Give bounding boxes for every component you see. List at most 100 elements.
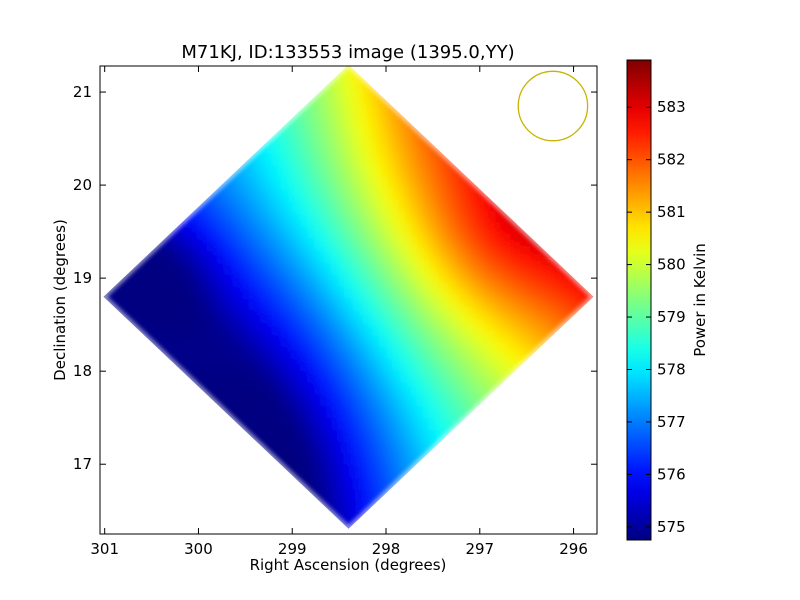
heatmap-cell xyxy=(275,80,289,94)
x-axis-label: Right Ascension (degrees) xyxy=(250,556,447,574)
heatmap-cell xyxy=(227,440,241,454)
heatmap-cell xyxy=(335,272,349,286)
heatmap-cell xyxy=(407,488,421,502)
heatmap-cell xyxy=(455,296,469,310)
heatmap-cell xyxy=(503,140,517,154)
heatmap-cell xyxy=(155,464,169,478)
heatmap-cell xyxy=(179,512,193,526)
heatmap-cell xyxy=(479,368,493,382)
heatmap-cell xyxy=(455,272,469,286)
heatmap-cell xyxy=(431,512,445,526)
heatmap-cell xyxy=(311,524,325,529)
heatmap-cell xyxy=(527,248,541,262)
heatmap-cell xyxy=(275,260,289,274)
heatmap-cell xyxy=(359,152,373,166)
heatmap-cell xyxy=(287,248,301,262)
heatmap-cell xyxy=(287,320,301,334)
heatmap-cell xyxy=(443,380,457,394)
heatmap-cell xyxy=(203,308,217,322)
heatmap-cell xyxy=(143,500,157,514)
heatmap-cell xyxy=(179,284,193,298)
heatmap-cell xyxy=(431,128,445,142)
heatmap-cell xyxy=(347,212,361,226)
heatmap-cell xyxy=(467,452,481,466)
heatmap-cell xyxy=(335,80,349,94)
heatmap-cell xyxy=(527,428,541,442)
heatmap-cell xyxy=(323,200,337,214)
heatmap-cell xyxy=(527,332,541,346)
heatmap-cell xyxy=(168,45,181,58)
heatmap-cell xyxy=(168,537,181,550)
heatmap-cell xyxy=(227,188,241,202)
heatmap-cell xyxy=(575,476,589,490)
heatmap-cell xyxy=(467,356,481,370)
heatmap-cell xyxy=(515,332,529,346)
heatmap-cell xyxy=(431,476,445,490)
heatmap-cell xyxy=(395,308,409,322)
heatmap-cell xyxy=(395,236,409,250)
heatmap-cell xyxy=(239,440,253,454)
heatmap-cell xyxy=(215,452,229,466)
heatmap-cell xyxy=(240,537,253,550)
heatmap-cell xyxy=(612,309,625,322)
heatmap-cell xyxy=(167,260,181,274)
heatmap-cell xyxy=(359,380,373,394)
heatmap-cell xyxy=(443,500,457,514)
heatmap-cell xyxy=(191,236,205,250)
heatmap-cell xyxy=(275,236,289,250)
heatmap-cell xyxy=(84,417,97,430)
heatmap-cell xyxy=(455,500,469,514)
heatmap-cell xyxy=(263,416,277,430)
heatmap-cell xyxy=(131,272,145,286)
heatmap-cell xyxy=(119,116,133,130)
heatmap-cell xyxy=(275,380,289,394)
heatmap-cell xyxy=(131,164,145,178)
heatmap-cell xyxy=(467,512,481,526)
heatmap-cell xyxy=(311,152,325,166)
heatmap-cell xyxy=(491,116,505,130)
heatmap-cell xyxy=(215,416,229,430)
heatmap-cell xyxy=(443,440,457,454)
heatmap-cell xyxy=(419,404,433,418)
heatmap-cell xyxy=(419,92,433,106)
heatmap-cell xyxy=(275,92,289,106)
heatmap-cell xyxy=(551,272,565,286)
heatmap-cell xyxy=(371,248,385,262)
heatmap-cell xyxy=(575,452,589,466)
heatmap-cell xyxy=(371,344,385,358)
heatmap-cell xyxy=(383,440,397,454)
heatmap-cell xyxy=(323,212,337,226)
heatmap-cell xyxy=(103,500,109,514)
heatmap-cell xyxy=(203,452,217,466)
heatmap-cell xyxy=(143,140,157,154)
heatmap-cell xyxy=(107,152,121,166)
heatmap-cell xyxy=(575,260,589,274)
y-axis-label: Declination (degrees) xyxy=(51,219,69,381)
heatmap-cell xyxy=(191,464,205,478)
heatmap-cell xyxy=(515,512,529,526)
heatmap-cell xyxy=(84,405,97,418)
heatmap-cell xyxy=(515,380,529,394)
heatmap-cell xyxy=(119,176,133,190)
heatmap-cell xyxy=(612,297,625,310)
heatmap-cell xyxy=(203,356,217,370)
heatmap-cell xyxy=(383,248,397,262)
heatmap-cell xyxy=(503,68,517,82)
heatmap-cell xyxy=(287,68,301,82)
heatmap-cell xyxy=(119,500,133,514)
heatmap-cell xyxy=(467,392,481,406)
heatmap-cell xyxy=(167,188,181,202)
heatmap-cell xyxy=(227,380,241,394)
heatmap-cell xyxy=(563,176,577,190)
heatmap-cell xyxy=(395,176,409,190)
heatmap-cell xyxy=(311,308,325,322)
heatmap-cell xyxy=(479,404,493,418)
heatmap-cell xyxy=(287,332,301,346)
heatmap-cell xyxy=(407,236,421,250)
heatmap-cell xyxy=(263,176,277,190)
heatmap-cell xyxy=(491,332,505,346)
heatmap-cell xyxy=(203,500,217,514)
heatmap-cell xyxy=(239,188,253,202)
heatmap-cell xyxy=(103,152,109,166)
